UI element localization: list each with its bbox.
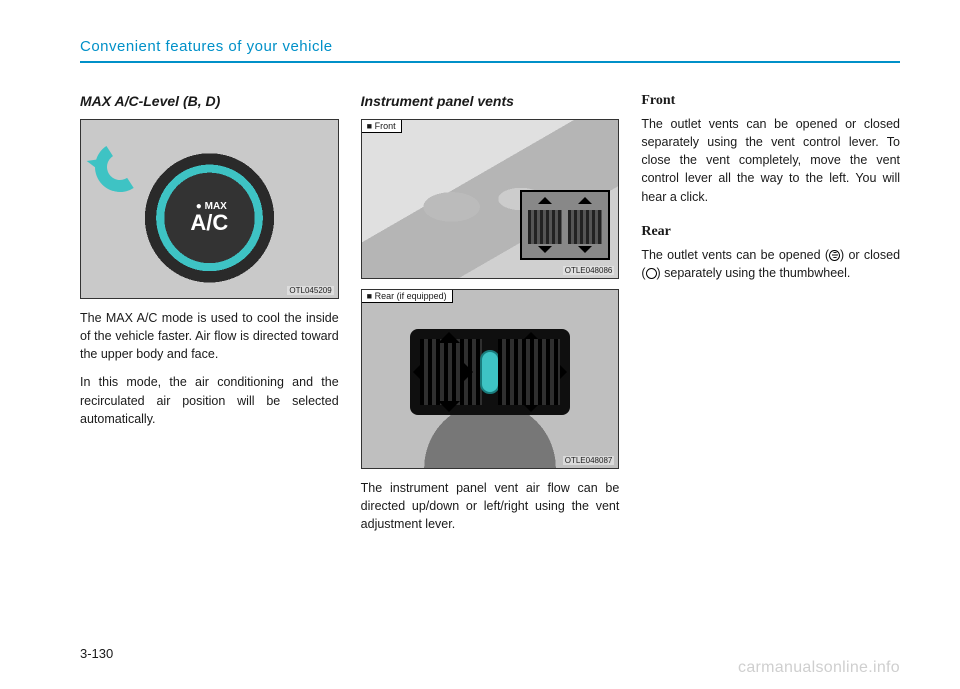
watermark: carmanualsonline.info [738,659,900,677]
dial-ac-text: A/C [190,212,228,234]
rear-p-c: ) separately using the thumbwheel. [657,266,851,280]
vent-inset-illustration [520,190,610,260]
figure-tag-front: ■ Front [362,120,402,133]
dial-label: ● MAX A/C [190,202,228,234]
max-ac-paragraph-2: In this mode, the air conditioning and t… [80,373,339,427]
panel-vents-paragraph: The instrument panel vent air flow can b… [361,479,620,533]
max-ac-heading: MAX A/C-Level (B, D) [80,93,339,109]
arrow-up-icon [578,190,592,204]
max-ac-paragraph-1: The MAX A/C mode is used to cool the ins… [80,309,339,363]
manual-page: Convenient features of your vehicle MAX … [0,0,960,689]
arrow-down-icon [578,246,592,260]
page-number: 3-130 [80,646,113,661]
column-1: MAX A/C-Level (B, D) ● MAX A/C OTL045209… [80,93,339,543]
figure-code: OTL045209 [287,286,333,295]
arrow-up-icon [438,321,460,343]
panel-vents-heading: Instrument panel vents [361,93,620,109]
rotation-arrow-icon [90,137,149,196]
closed-symbol-icon [646,268,657,279]
open-symbol-icon [829,250,840,261]
rear-p-a: The outlet vents can be opened ( [641,248,829,262]
header-rule [80,61,900,63]
arrow-right-icon [556,361,578,383]
front-heading: Front [641,93,900,109]
column-2: Instrument panel vents ■ Front OTLE04808… [361,93,620,543]
column-3: Front The outlet vents can be opened or … [641,93,900,543]
arrow-right-icon [462,361,484,383]
figure-tag-rear: ■ Rear (if equipped) [362,290,453,303]
arrow-up-icon [520,321,542,343]
figure-code: OTLE048086 [563,266,615,275]
arrow-up-icon [538,190,552,204]
rear-paragraph: The outlet vents can be opened () or clo… [641,246,900,282]
spacer [641,216,900,224]
arrow-left-icon [496,361,518,383]
arrow-down-icon [520,401,542,423]
figure-max-ac-dial: ● MAX A/C OTL045209 [80,119,339,299]
figure-code: OTLE048087 [563,456,615,465]
arrow-left-icon [402,361,424,383]
front-paragraph: The outlet vents can be opened or closed… [641,115,900,206]
figure-front-vent: ■ Front OTLE048086 [361,119,620,279]
section-title: Convenient features of your vehicle [80,38,900,61]
three-column-layout: MAX A/C-Level (B, D) ● MAX A/C OTL045209… [80,93,900,543]
rear-heading: Rear [641,224,900,240]
arrow-down-icon [438,401,460,423]
figure-rear-vent: ■ Rear (if equipped) OTLE048087 [361,289,620,469]
vent-arrows [522,192,608,258]
arrow-down-icon [538,246,552,260]
rear-vent-illustration [410,329,570,415]
